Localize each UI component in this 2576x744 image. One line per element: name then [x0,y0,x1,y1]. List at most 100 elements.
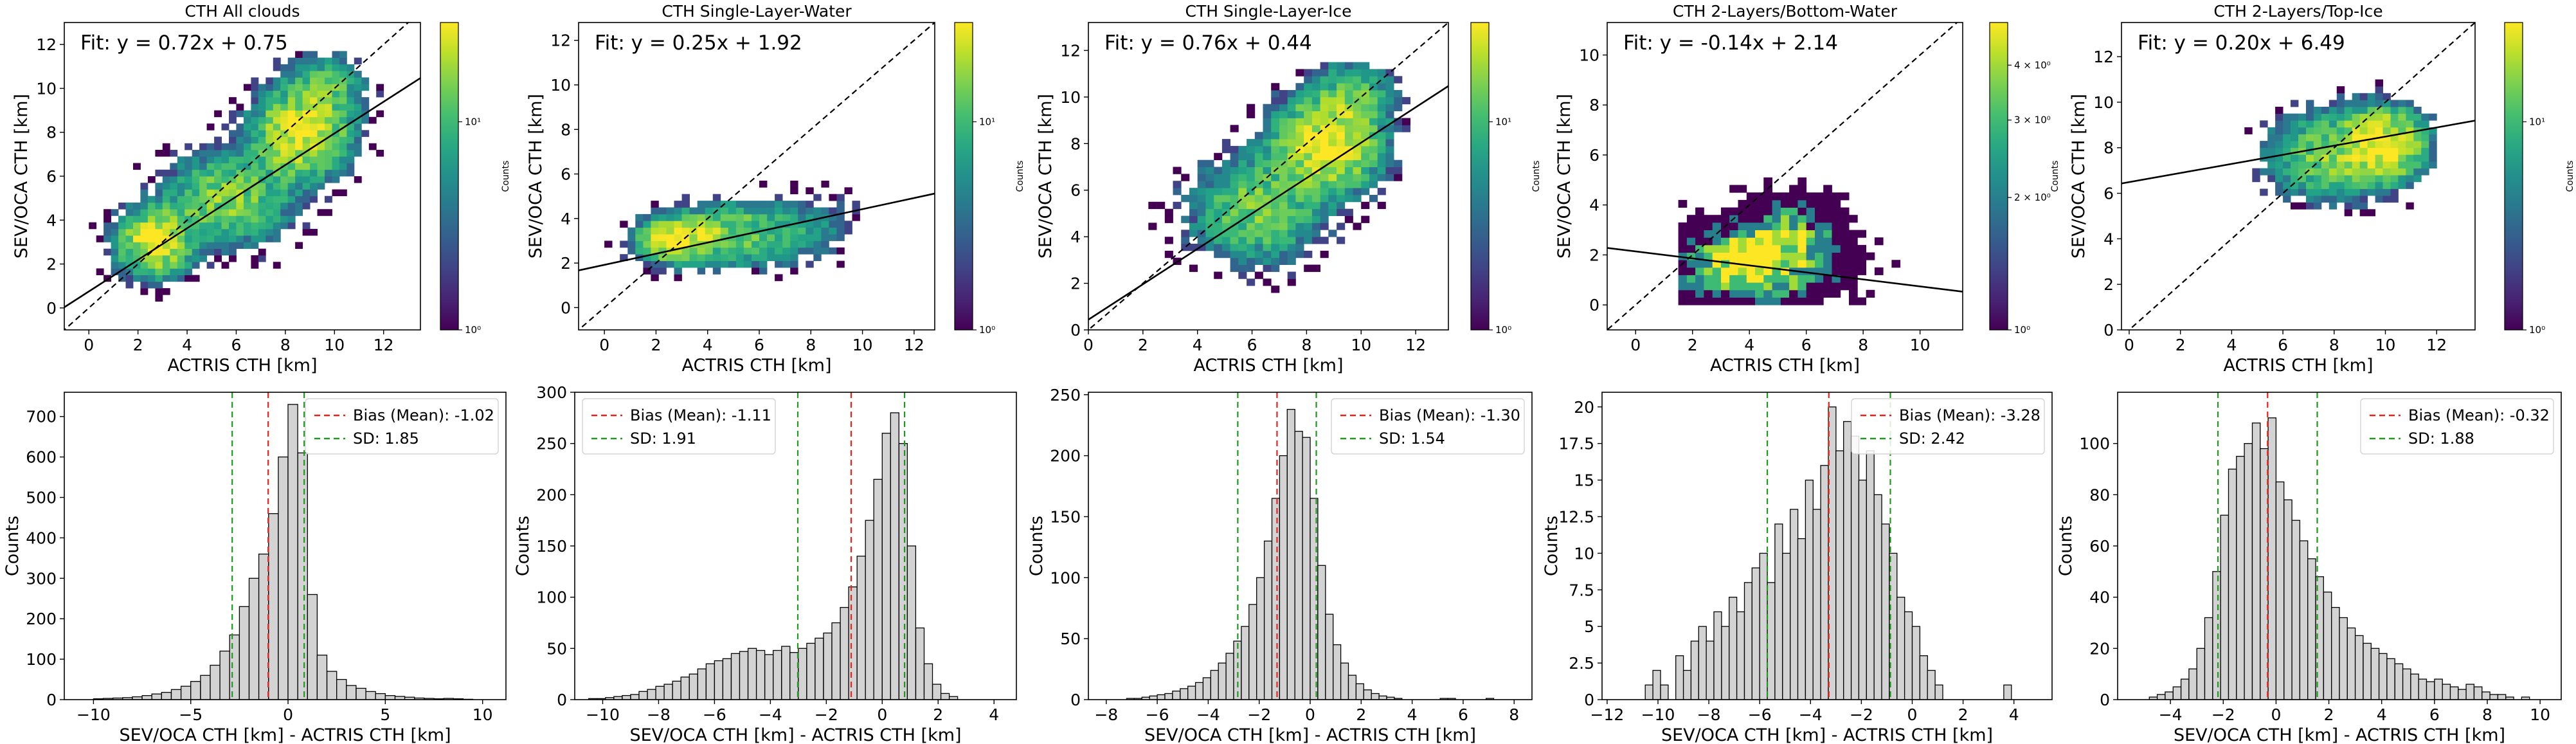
heatmap-cell [1385,139,1394,147]
heatmap-cell [1369,69,1378,77]
heatmap-cell [1729,230,1738,238]
heatmap-cell [251,169,259,177]
heatmap-cell [140,189,149,197]
heatmap-cell [1361,118,1370,125]
heatmap-cell [1849,297,1858,305]
heatmap-cell [1721,289,1730,298]
heatmap-cell [2267,161,2276,168]
heatmap-cell [2367,188,2375,196]
y-tick-label: 0 [2103,321,2114,340]
histogram-bar [923,663,933,700]
histogram-bar [663,684,673,700]
heatmap-cell [347,116,355,124]
y-tick-label: 20 [1574,398,1594,417]
heatmap-cell [735,260,744,268]
heatmap-cell [1279,152,1288,161]
x-tick-label: −10 [77,705,111,724]
heatmap-cell [1823,275,1832,283]
heatmap-cell [1254,250,1263,259]
heatmap-cell [170,203,178,210]
heatmap-cell [295,183,303,190]
heatmap-cell [347,130,355,137]
heatmap-cell [199,163,207,170]
heatmap-cell [236,123,244,131]
reference-lines [579,23,935,330]
heatmap-cell [1704,252,1713,260]
heatmap-cell [743,201,752,208]
heatmap-cell [1311,118,1320,125]
heatmap-cell [2298,141,2307,149]
heatmap-cell [1230,201,1239,210]
heatmap-cell [162,169,170,177]
heatmap-cell [2283,168,2291,176]
heatmap-cell [177,203,185,210]
heatmap-cell [2344,175,2353,183]
heatmap-cell [1695,282,1704,291]
heatmap-cell [2306,134,2314,141]
heatmap-cell [317,84,325,91]
heatmap-cell [1806,230,1815,238]
heatmap-cell [1311,152,1320,161]
heatmap-cell [1344,145,1353,154]
heatmap-cell [1311,181,1320,188]
heatmap-cell [1763,177,1772,185]
heatmap-cell [236,110,244,118]
heatmap-cell [347,110,355,118]
heatmap-cell [170,189,178,197]
heatmap-cell [1214,201,1223,210]
heatmap-cell [1832,289,1841,298]
histogram-bar [1675,655,1684,700]
heatmap-cell [243,209,251,216]
heatmap-cell [339,97,347,104]
heatmap-cell [258,163,266,170]
heatmap-cell [2267,141,2276,149]
heatmap-cell [354,57,362,65]
heatmap-cell [185,183,193,190]
heatmap-cell [2275,175,2283,183]
heatmap-cell [325,169,332,177]
heatmap-cell [125,209,134,216]
heatmap-cell [147,209,156,216]
heatmap-cell [2283,161,2291,168]
heatmap-cell [155,222,163,230]
heatmap-cell [1304,208,1313,216]
heatmap-cell [361,77,370,84]
x-tick-label: 2 [1138,336,1148,354]
heatmap-cell [1287,250,1296,259]
heatmap-cell [2298,127,2307,134]
heatmap-cell [2382,147,2391,155]
heatmap-cell [177,156,185,163]
heatmap-cell [273,104,281,111]
heatmap-cell [325,64,332,71]
x-tick-label: −5 [179,705,203,724]
heatmap-cell [251,222,259,230]
heatmap-cell [1247,152,1256,161]
heatmap-cell [236,130,244,137]
heatmap-cell [1686,267,1696,275]
heatmap-cell [674,213,682,221]
heatmap-cell [790,187,798,195]
heatmap-cell [162,248,170,256]
heatmap-cell [221,156,230,163]
heatmap-cell [813,194,822,201]
heatmap-cell [214,150,222,157]
heatmap-cell [185,242,193,249]
heatmap-cell [317,209,325,216]
heatmap-cell [287,156,296,163]
heatmap-cell [1263,159,1272,167]
heatmap-cell [2321,181,2330,189]
heatmap-cell [280,215,289,223]
heatmap-cell [2298,161,2307,168]
histogram-bar [1850,435,1860,700]
heatmap-cell [2359,195,2368,203]
heatmap-cell [759,213,768,221]
heatmap-cell [2352,202,2361,210]
heatmap-cell [199,183,207,190]
histogram-bars [588,392,959,700]
heatmap-cell [1789,252,1798,260]
heatmap-cell [1337,104,1346,111]
heatmap-cell [236,156,244,163]
heatmap-cell [1815,289,1824,298]
heatmap-cell [1891,260,1901,268]
x-tick-label: 0 [84,336,94,354]
